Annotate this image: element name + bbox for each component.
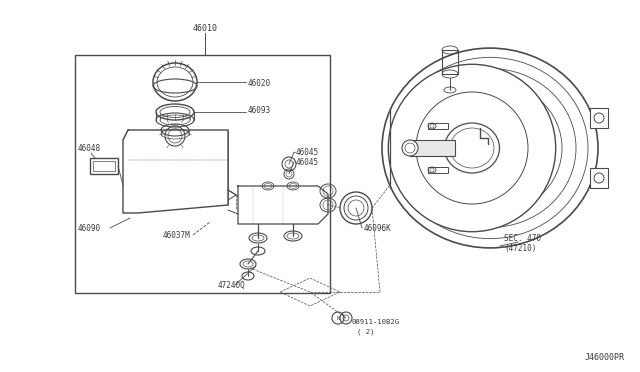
- Bar: [93, 161, 115, 171]
- Bar: [428, 167, 448, 173]
- Text: 46020: 46020: [248, 78, 271, 87]
- Bar: [90, 158, 118, 174]
- Text: 46093: 46093: [248, 106, 271, 115]
- Ellipse shape: [402, 140, 418, 156]
- Text: (47210): (47210): [504, 244, 536, 253]
- Ellipse shape: [445, 123, 499, 173]
- Text: ( 2): ( 2): [357, 329, 374, 335]
- Ellipse shape: [156, 104, 194, 120]
- Text: 08911-10B2G: 08911-10B2G: [352, 319, 400, 325]
- Bar: [428, 123, 448, 129]
- Ellipse shape: [388, 64, 556, 232]
- Text: J46000PR: J46000PR: [585, 353, 625, 362]
- Bar: [590, 168, 608, 188]
- Text: 46045: 46045: [296, 157, 319, 167]
- Bar: [590, 108, 608, 128]
- Text: N: N: [337, 315, 340, 321]
- Bar: [75, 55, 330, 293]
- Bar: [442, 50, 458, 74]
- Text: 47240Q: 47240Q: [218, 280, 246, 289]
- Text: 46048: 46048: [78, 144, 101, 153]
- Text: 46010: 46010: [193, 23, 218, 32]
- Bar: [410, 140, 455, 156]
- Ellipse shape: [153, 63, 197, 101]
- Ellipse shape: [382, 48, 598, 248]
- Text: 46090: 46090: [78, 224, 101, 232]
- Text: 46045: 46045: [296, 148, 319, 157]
- Text: 46096K: 46096K: [364, 224, 392, 232]
- Text: 46037M: 46037M: [163, 231, 191, 240]
- Text: SEC. 470: SEC. 470: [504, 234, 541, 243]
